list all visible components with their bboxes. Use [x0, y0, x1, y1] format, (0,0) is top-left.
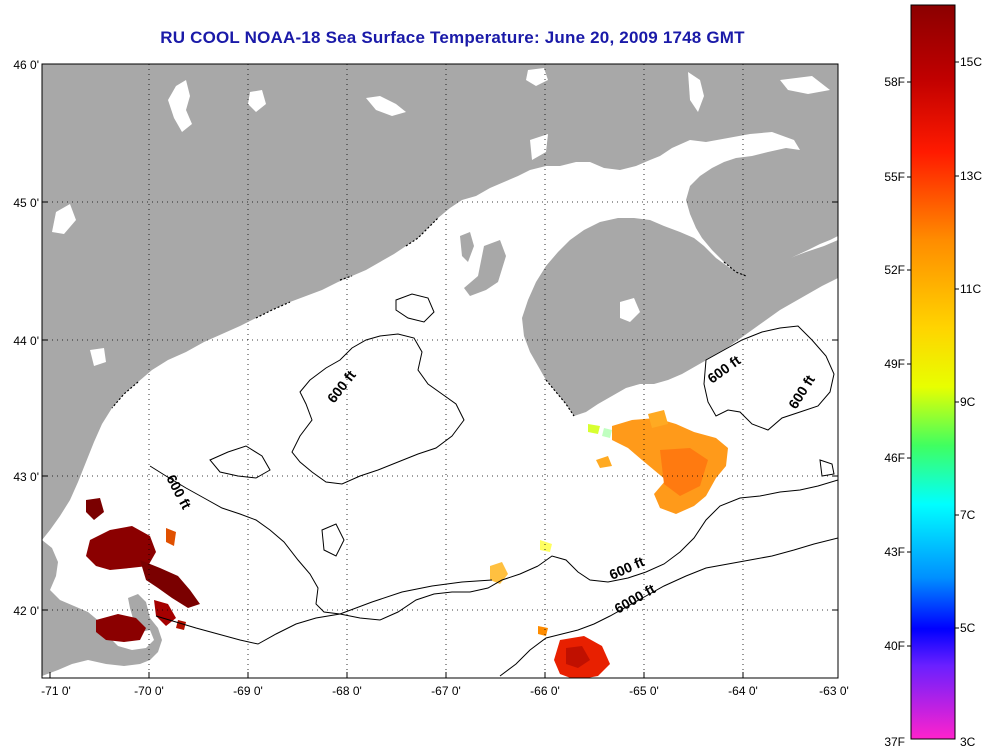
map-title: RU COOL NOAA-18 Sea Surface Temperature:…: [160, 28, 745, 47]
lake: [90, 348, 106, 366]
bathymetry-contours: [149, 293, 838, 677]
lat-label: 44 0': [13, 334, 39, 348]
lon-labels: -71 0' -70 0' -69 0' -68 0' -67 0' -66 0…: [41, 684, 849, 698]
colorbar-f-label: 55F: [884, 170, 905, 184]
contour-line: [209, 445, 271, 479]
colorbar-f-label: 37F: [884, 735, 905, 749]
land-nova-scotia: [522, 218, 838, 416]
contour-line: [321, 523, 345, 557]
map-content: [42, 64, 838, 678]
colorbar-c-label: 3C: [960, 735, 976, 749]
lake: [620, 298, 640, 322]
colorbar-c-label: 5C: [960, 621, 976, 635]
land-mainland: [42, 64, 838, 540]
contour-line: [395, 293, 435, 323]
coast-detail: [111, 217, 747, 417]
lon-label: -66 0': [530, 684, 560, 698]
colorbar-f-label: 46F: [884, 451, 905, 465]
lat-label: 43 0': [13, 470, 39, 484]
colorbar-f-label: 58F: [884, 75, 905, 89]
colorbar-f-label: 40F: [884, 639, 905, 653]
colorbar-f-label: 43F: [884, 545, 905, 559]
lon-label: -71 0': [41, 684, 71, 698]
colorbar-f-label: 52F: [884, 263, 905, 277]
lake: [780, 76, 830, 94]
lake: [530, 134, 548, 160]
lake: [248, 90, 266, 112]
contour-line: [291, 333, 465, 485]
contour-line: [155, 579, 493, 645]
lake: [526, 68, 548, 86]
lake: [688, 72, 704, 112]
lake: [366, 96, 406, 116]
colorbar-c-labels: 15C 13C 11C 9C 7C 5C 3C: [960, 55, 982, 749]
colorbar-f-label: 49F: [884, 357, 905, 371]
axis-ticks: [42, 63, 839, 678]
lake: [52, 204, 76, 234]
lat-labels: 46 0' 45 0' 44 0' 43 0' 42 0': [13, 58, 39, 618]
lon-label: -64 0': [728, 684, 758, 698]
contour-line: [149, 465, 539, 621]
contour-line: [537, 479, 838, 583]
lon-label: -63 0': [819, 684, 849, 698]
contour-line: [819, 459, 835, 477]
lat-label: 42 0': [13, 604, 39, 618]
land-massachusetts: [42, 540, 162, 676]
colorbar-c-label: 13C: [960, 169, 982, 183]
lon-label: -68 0': [332, 684, 362, 698]
sst-patch-georges: [490, 540, 610, 678]
sst-patch-nova-scotia: [588, 410, 728, 514]
sst-patch-massachusetts: [86, 498, 200, 642]
lat-label: 46 0': [13, 58, 39, 72]
colorbar-c-label: 9C: [960, 395, 976, 409]
land-island: [460, 232, 474, 262]
lon-label: -67 0': [431, 684, 461, 698]
colorbar-c-label: 11C: [960, 282, 981, 296]
colorbar-c-label: 15C: [960, 55, 982, 69]
lake: [168, 80, 192, 132]
colorbar-ticks: [907, 61, 959, 647]
lon-label: -69 0': [233, 684, 263, 698]
colorbar-f-labels: 58F 55F 52F 49F 46F 43F 40F 37F: [884, 75, 905, 749]
lon-label: -65 0': [629, 684, 659, 698]
colorbar-c-label: 7C: [960, 508, 976, 522]
contour-line: [499, 537, 838, 677]
contour-line: [703, 325, 835, 431]
land-island: [464, 240, 506, 296]
lat-label: 45 0': [13, 196, 39, 210]
lon-label: -70 0': [134, 684, 164, 698]
colorbar: [910, 4, 956, 740]
